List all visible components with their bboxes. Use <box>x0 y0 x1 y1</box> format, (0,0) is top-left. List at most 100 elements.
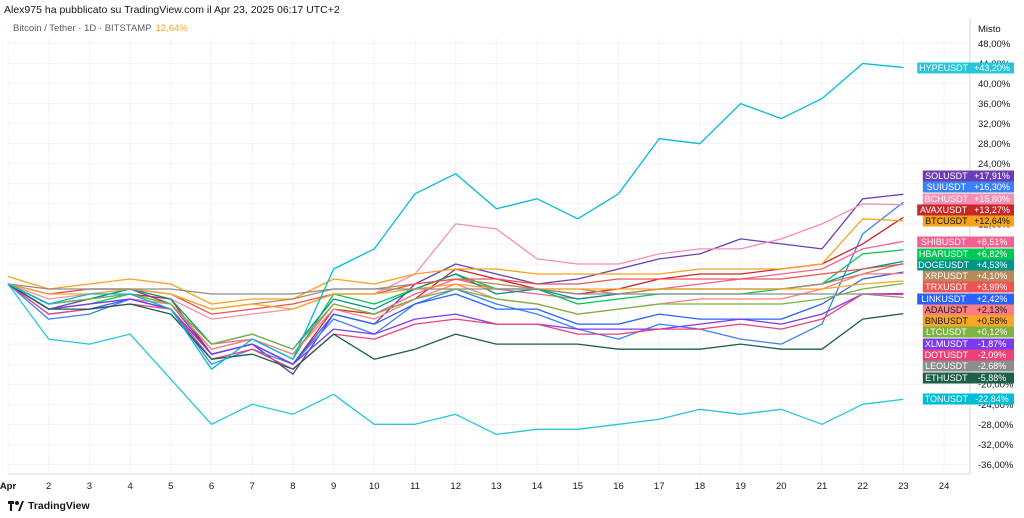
published-note: Alex975 ha pubblicato su TradingView.com… <box>4 4 340 16</box>
symbol-info: Bitcoin / Tether · 1D · BITSTAMP 12,64% <box>13 23 188 34</box>
x-tick-label: 8 <box>290 481 295 492</box>
series-label-ethusdt: ETHUSDT -5,88% <box>922 372 1014 384</box>
series-value: +12,64% <box>974 216 1010 226</box>
x-tick-label: 2 <box>46 481 51 492</box>
series-label-btcusdt: BTCUSDT +12,64% <box>922 215 1014 227</box>
series-name-badge <box>922 281 970 293</box>
series-label-shibusdt: SHIBUSDT +8,51% <box>917 236 1014 248</box>
series-value: +0,12% <box>977 327 1008 337</box>
series-label-hbarusdt: HBARUSDT +6,82% <box>917 248 1014 260</box>
series-name: LINKUSDT <box>921 294 966 304</box>
x-tick-label: 23 <box>898 481 909 492</box>
series-line-dotusdt <box>7 283 904 370</box>
series-value-badge <box>970 270 1014 282</box>
series-name-badge <box>917 204 970 216</box>
chart-grid <box>7 38 970 474</box>
series-value-badge <box>970 181 1014 193</box>
y-tick-label: -32,00% <box>978 440 1014 451</box>
series-name-badge <box>922 170 970 182</box>
x-tick-label: 22 <box>857 481 868 492</box>
x-tick-label: 11 <box>410 481 420 492</box>
series-value-badge <box>970 360 1014 372</box>
series-value-badge <box>970 393 1014 405</box>
series-value: -1,87% <box>978 339 1007 349</box>
series-label-hypeusdt: HYPEUSDT +43,20% <box>917 62 1014 74</box>
series-label-xrpusdt: XRPUSDT +4,10% <box>922 270 1014 282</box>
series-name-badge <box>922 360 970 372</box>
x-tick-label: 4 <box>127 481 132 492</box>
comparison-chart[interactable]: 48,00%44,00%40,00%36,00%32,00%28,00%24,0… <box>0 0 1024 500</box>
series-value: +8,51% <box>977 237 1008 247</box>
series-name-badge <box>922 349 970 361</box>
series-value-badge <box>970 193 1014 205</box>
series-name-badge <box>917 62 970 74</box>
series-name: XLMUSDT <box>925 339 969 349</box>
symbol-name: Bitcoin / Tether · 1D · BITSTAMP <box>13 23 152 34</box>
y-tick-label: 24,00% <box>978 159 1011 170</box>
series-name: AVAXUSDT <box>920 205 968 215</box>
series-label-trxusdt: TRXUSDT +3,99% <box>922 281 1014 293</box>
series-value-badge <box>970 248 1014 260</box>
x-tick-label: 20 <box>776 481 787 492</box>
series-name: BTCUSDT <box>925 216 968 226</box>
series-name: BNBUSDT <box>925 316 969 326</box>
series-value-badge <box>970 304 1014 316</box>
series-value: -5,88% <box>978 373 1007 383</box>
y-tick-label: -24,00% <box>978 400 1014 411</box>
x-tick-label: 12 <box>450 481 461 492</box>
x-tick-label: 14 <box>532 481 543 492</box>
series-value-badge <box>970 349 1014 361</box>
series-line-btcusdt <box>7 218 904 305</box>
series-name: HBARUSDT <box>919 249 969 259</box>
series-name-badge <box>922 393 970 405</box>
tradingview-logo-icon <box>8 501 24 512</box>
x-tick-label: 21 <box>817 481 828 492</box>
series-value: +6,82% <box>977 249 1008 259</box>
series-name-badge <box>922 193 970 205</box>
series-value: +16,30% <box>974 182 1010 192</box>
series-name-badge <box>922 215 970 227</box>
series-name: DOGEUSDT <box>918 260 970 270</box>
series-name-badge <box>922 315 970 327</box>
series-name-badge <box>917 236 970 248</box>
footer[interactable]: TradingView <box>8 500 90 512</box>
x-axis: Apr 2 3 4 5 6 7 8 9 10 11 12 13 14 15 16 17 18 19 20 21 22 23 2… <box>0 473 970 492</box>
series-value: -22,84% <box>975 394 1009 404</box>
series-line-tonusdt <box>7 62 904 370</box>
y-tick-label: 48,00% <box>978 39 1011 50</box>
y-tick-label: 36,00% <box>978 99 1011 110</box>
series-value-badge <box>970 338 1014 350</box>
series-value: +3,99% <box>977 282 1008 292</box>
series-name-badge <box>922 338 970 350</box>
series-name: SHIBUSDT <box>921 237 967 247</box>
series-value-badge <box>970 259 1014 271</box>
series-name-badge <box>917 248 970 260</box>
series-value: +13,27% <box>974 205 1010 215</box>
series-value-badge <box>970 315 1014 327</box>
series-name-badge <box>922 304 970 316</box>
x-tick-label: 18 <box>695 481 706 492</box>
series-value-badge <box>970 372 1014 384</box>
series-label-dotusdt: DOTUSDT -2,09% <box>922 349 1014 361</box>
series-line-xlmusdt <box>7 283 904 365</box>
series-line-hypeusdt <box>7 283 904 436</box>
series-line-solusdt <box>7 193 904 375</box>
series-label-solusdt: SOLUSDT +17,91% <box>922 170 1014 182</box>
series-name: TONUSDT <box>925 394 969 404</box>
x-tick-label: 10 <box>369 481 380 492</box>
series-value-badge <box>970 204 1014 216</box>
series-name: SUIUSDT <box>927 182 967 192</box>
series-label-dogeusdt: DOGEUSDT +4,53% <box>917 259 1014 271</box>
series-label-bchusdt: BCHUSDT +15,80% <box>922 193 1014 205</box>
series-value: +2,42% <box>977 294 1008 304</box>
series-name: LTCUSDT <box>926 327 967 337</box>
x-tick-label: 6 <box>209 481 214 492</box>
y-tick-label: 32,00% <box>978 119 1011 130</box>
scale-mode-label[interactable]: Misto <box>978 24 1001 35</box>
series-line-leousdt <box>7 283 904 299</box>
series-name: ETHUSDT <box>925 373 968 383</box>
x-tick-label: 16 <box>613 481 624 492</box>
series-line-ethusdt <box>7 283 904 370</box>
series-name: HYPEUSDT <box>919 63 969 73</box>
series-name: BCHUSDT <box>925 194 969 204</box>
